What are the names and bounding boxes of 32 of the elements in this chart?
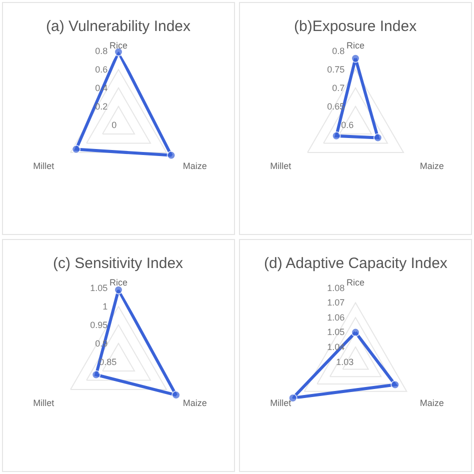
chart-title: (a) Vulnerability Index	[46, 18, 192, 35]
spoke-label: Maize	[420, 161, 444, 172]
y-tick-label: 0.6	[95, 64, 117, 74]
y-tick-label: 1.07	[327, 298, 354, 308]
spoke-label: Maize	[182, 398, 207, 408]
y-tick-label: 0.75	[327, 64, 354, 74]
y-tick-label: 0	[112, 120, 117, 130]
spoke-label: Millet	[33, 161, 55, 172]
y-tick-label: 1.03	[336, 356, 354, 367]
y-tick-label: 0.8	[332, 46, 345, 56]
spoke-label: Rice	[109, 278, 128, 288]
y-tick-label: 0.6	[341, 120, 354, 130]
spoke-label: Millet	[33, 398, 55, 408]
spoke-label: Maize	[182, 161, 207, 172]
y-tick-label: 1	[102, 301, 117, 312]
chart-title: (d) Adaptive Capacity Index	[264, 255, 448, 272]
y-tick-label: 0.8	[95, 46, 108, 56]
spoke-label: Millet	[270, 398, 292, 408]
y-tick-label: 1.05	[90, 282, 108, 293]
chart-title: (c) Sensitivity Index	[53, 255, 184, 272]
spoke-label: Maize	[420, 398, 444, 408]
y-tick-label: 0.2	[95, 101, 117, 112]
y-tick-label: 1.08	[327, 282, 345, 293]
spoke-label: Rice	[109, 40, 128, 51]
y-tick-label: 1.05	[327, 327, 354, 338]
chart-title: (b)Exposure Index	[294, 18, 418, 35]
y-tick-label: 1.06	[327, 312, 354, 322]
spoke-label: Rice	[346, 40, 365, 51]
spoke-label: Rice	[346, 278, 365, 288]
y-tick-label: 0.95	[90, 320, 117, 330]
y-tick-label: 0.7	[332, 82, 354, 93]
spoke-label: Millet	[270, 161, 292, 172]
